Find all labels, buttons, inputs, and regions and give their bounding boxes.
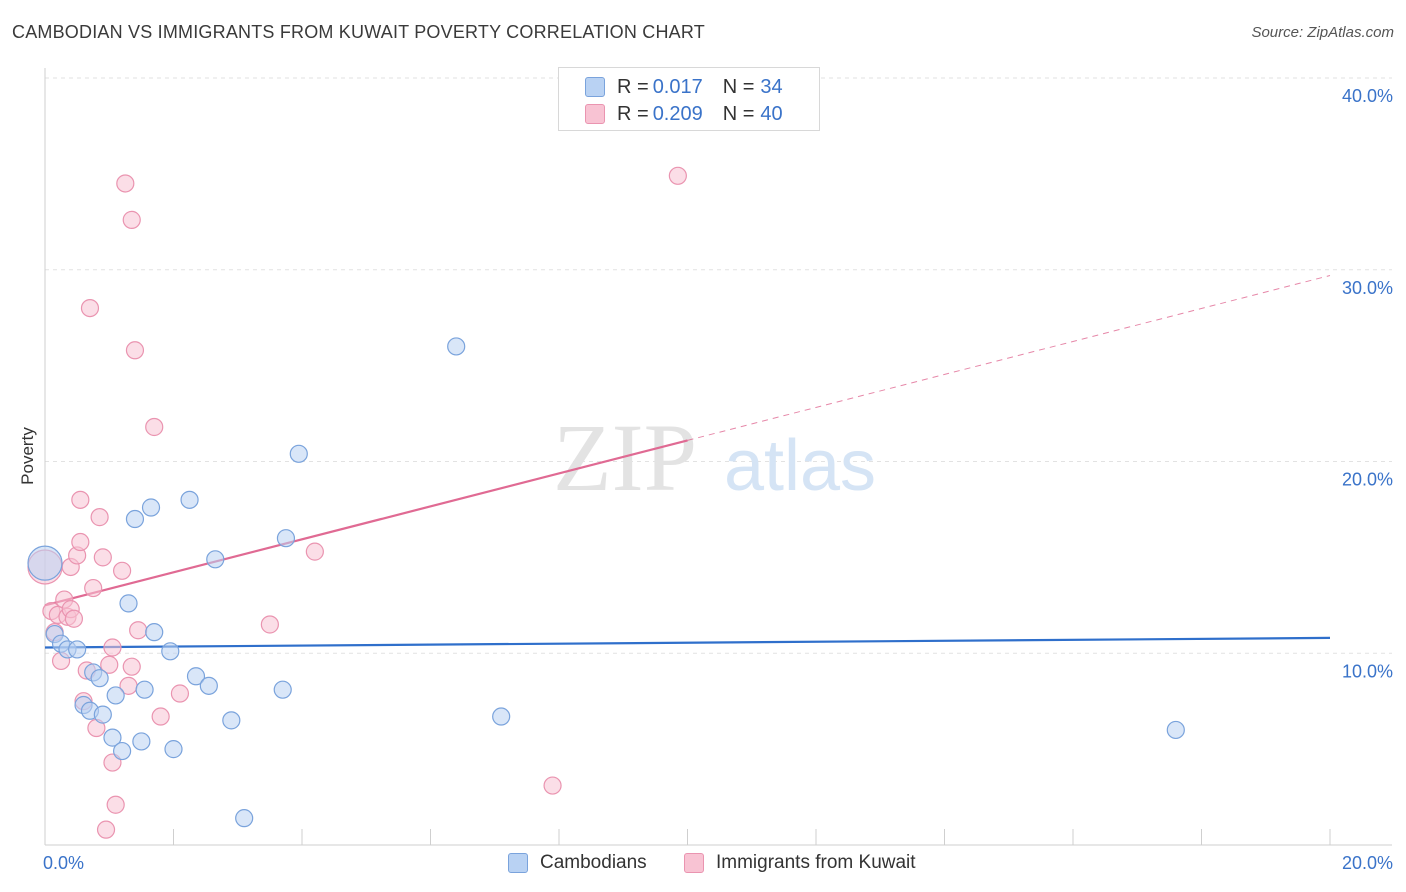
point-cambodians [492, 707, 511, 726]
point-cambodians [141, 498, 161, 517]
r-label: R = [617, 75, 649, 98]
point-kuwait [125, 341, 145, 360]
point-kuwait [71, 490, 90, 509]
point-cambodians [1166, 720, 1185, 740]
point-cambodians [112, 741, 132, 761]
point-kuwait [71, 532, 90, 552]
point-kuwait [96, 820, 116, 839]
point-cambodians [447, 337, 466, 356]
legend-swatch-blue [585, 77, 605, 97]
point-kuwait [106, 795, 125, 814]
point-kuwait [543, 776, 562, 795]
point-cambodians [289, 444, 308, 463]
point-cambodians [119, 594, 138, 613]
y-tick-label: 20.0% [1342, 470, 1393, 490]
correlation-legend: R = 0.017 N = 34 R = 0.209 N = 40 [558, 67, 820, 131]
gridlines [45, 77, 1392, 654]
point-cambodians [180, 490, 199, 509]
point-kuwait [145, 417, 164, 437]
n-value: 34 [760, 75, 783, 98]
point-cambodians [206, 550, 225, 569]
point-cambodians [199, 676, 218, 695]
y-tick-label: 30.0% [1342, 278, 1393, 298]
series-legend: Cambodians Immigrants from Kuwait [0, 852, 1406, 878]
point-cambodians [145, 623, 164, 642]
chart-title: CAMBODIAN VS IMMIGRANTS FROM KUWAIT POVE… [12, 22, 705, 42]
point-cambodians [27, 545, 63, 581]
point-cambodians [273, 680, 292, 699]
point-kuwait [170, 684, 190, 703]
point-cambodians [106, 686, 125, 705]
point-kuwait [122, 657, 141, 676]
legend-item-cambodians[interactable]: Cambodians [508, 852, 647, 874]
trend-line-cambodians [44, 636, 1331, 649]
point-cambodians [235, 809, 254, 828]
x-tick-label: 0.0% [43, 853, 84, 873]
legend-item-kuwait[interactable]: Immigrants from Kuwait [684, 852, 916, 874]
point-kuwait [129, 621, 148, 640]
y-tick-label: 40.0% [1342, 86, 1393, 106]
point-cambodians [276, 529, 296, 548]
n-value: 40 [760, 102, 783, 125]
legend-swatch-pink [585, 104, 605, 124]
legend-label: Cambodians [540, 852, 647, 873]
trend-line-kuwait-extension [687, 275, 1331, 441]
point-kuwait [80, 299, 100, 318]
point-cambodians [222, 711, 241, 730]
legend-swatch-blue [508, 853, 528, 873]
point-cambodians [186, 667, 206, 686]
point-cambodians [161, 642, 180, 661]
point-kuwait [90, 508, 109, 527]
point-cambodians [164, 740, 183, 759]
point-cambodians [103, 728, 122, 747]
trend-lines [44, 275, 1331, 649]
legend-row-kuwait: R = 0.209 N = 40 [585, 102, 783, 126]
point-kuwait [93, 548, 112, 567]
axes [44, 68, 1392, 846]
legend-swatch-pink [684, 853, 704, 873]
point-kuwait [103, 638, 122, 657]
point-kuwait [151, 707, 170, 726]
r-value: 0.209 [652, 102, 703, 125]
point-kuwait [305, 542, 324, 561]
tick-labels: 10.0% 20.0% 30.0% 40.0% 0.0% 20.0% [43, 86, 1393, 873]
y-axis-label: Poverty [18, 427, 37, 485]
r-label: R = [617, 102, 649, 125]
x-tick-label: 20.0% [1342, 853, 1393, 873]
point-cambodians [68, 640, 87, 659]
point-kuwait [100, 655, 119, 674]
point-cambodians [90, 669, 109, 688]
point-cambodians [135, 680, 154, 699]
point-cambodians [132, 732, 151, 751]
r-value: 0.017 [652, 75, 703, 98]
legend-label: Immigrants from Kuwait [716, 852, 916, 873]
point-kuwait [116, 174, 135, 193]
point-kuwait [112, 561, 132, 580]
y-tick-label: 10.0% [1342, 661, 1393, 681]
point-cambodians [125, 509, 145, 529]
point-kuwait [64, 609, 84, 628]
watermark: ZIP atlas [553, 404, 876, 511]
n-label: N = [722, 75, 755, 98]
point-kuwait [122, 210, 141, 229]
point-kuwait [260, 615, 279, 634]
trend-line-kuwait [44, 439, 688, 607]
point-cambodians [93, 705, 112, 724]
point-kuwait [668, 166, 687, 185]
data-points [27, 166, 1185, 839]
legend-row-cambodians: R = 0.017 N = 34 [585, 75, 783, 99]
source-label: Source: ZipAtlas.com [1251, 24, 1394, 41]
watermark-atlas: atlas [724, 426, 876, 506]
n-label: N = [722, 102, 755, 125]
point-kuwait [84, 578, 103, 598]
